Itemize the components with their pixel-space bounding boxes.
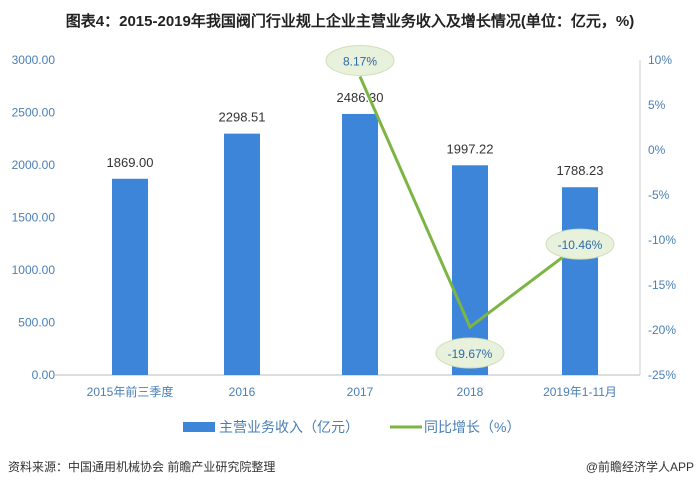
source-note: 资料来源：中国通用机械协会 前瞻产业研究院整理 [8, 460, 276, 474]
bar-data-label: 1997.22 [447, 141, 494, 156]
left-tick-label: 2500.00 [12, 106, 56, 120]
line-label-bubble [325, 44, 395, 76]
left-tick-label: 500.00 [18, 316, 55, 330]
line-data-label: -10.46% [558, 238, 603, 252]
right-tick-label: 0% [648, 143, 666, 157]
credit: @前瞻经济学人APP [585, 460, 694, 474]
chart-title: 图表4：2015-2019年我国阀门行业规上企业主营业务收入及增长情况(单位：亿… [65, 13, 635, 30]
category-label: 2015年前三季度 [87, 384, 174, 399]
legend-bar-label: 主营业务收入（亿元） [219, 419, 359, 435]
right-tick-label: 5% [648, 98, 666, 112]
bar-data-label: 2486.30 [337, 90, 384, 105]
bar [224, 133, 260, 375]
line-data-label: -19.67% [448, 347, 493, 361]
bar [342, 113, 378, 375]
category-label: 2018 [457, 385, 484, 399]
bar [112, 178, 148, 375]
bar-data-label: 1869.00 [107, 155, 154, 170]
left-tick-label: 0.00 [32, 368, 56, 382]
left-tick-label: 3000.00 [12, 53, 56, 67]
line-label-bubble [545, 228, 615, 260]
bar-data-label: 2298.51 [219, 110, 266, 125]
category-label: 2016 [229, 385, 256, 399]
right-tick-label: -20% [648, 323, 676, 337]
growth-line [358, 75, 581, 330]
line-label-bubble [435, 337, 505, 369]
right-tick-label: -5% [648, 188, 670, 202]
left-tick-label: 2000.00 [12, 158, 56, 172]
right-tick-label: -10% [648, 233, 676, 247]
category-label: 2019年1-11月 [543, 385, 617, 399]
legend-bar-swatch [183, 422, 215, 432]
right-tick-label: 10% [648, 53, 672, 67]
category-label: 2017 [347, 385, 374, 399]
left-tick-label: 1000.00 [12, 263, 56, 277]
bar-data-label: 1788.23 [557, 163, 604, 178]
right-tick-label: -25% [648, 368, 676, 382]
line-data-label: 8.17% [343, 54, 377, 68]
left-tick-label: 1500.00 [12, 211, 56, 225]
right-tick-label: -15% [648, 278, 676, 292]
legend-line-label: 同比增长（%） [424, 419, 520, 435]
bar [562, 187, 598, 375]
